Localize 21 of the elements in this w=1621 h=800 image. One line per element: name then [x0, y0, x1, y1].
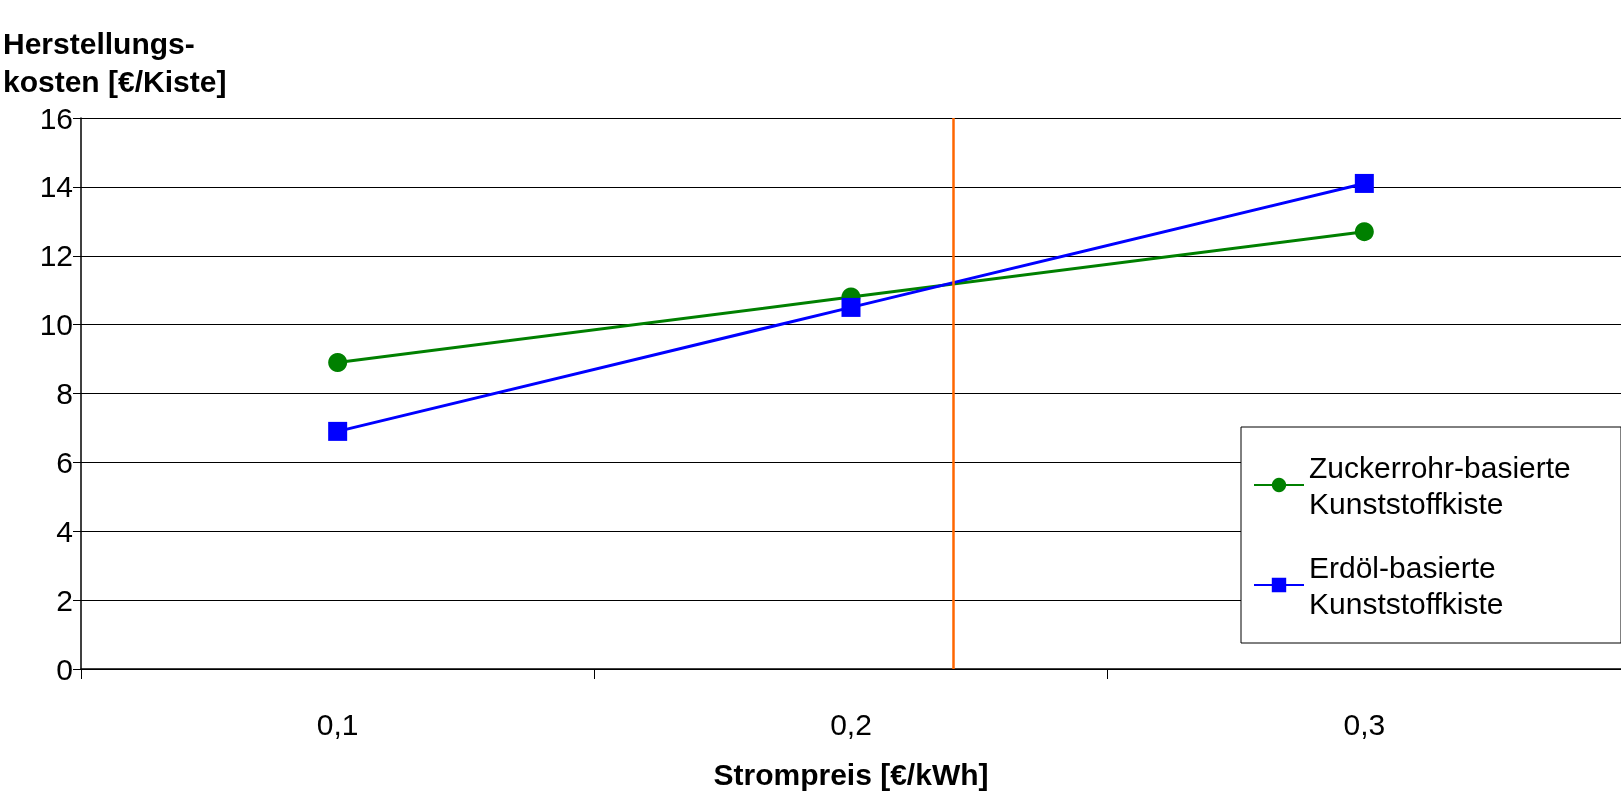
y-tick-label: 0	[56, 652, 73, 686]
point	[328, 421, 348, 441]
y-tick-label: 14	[39, 170, 73, 204]
point	[1354, 173, 1374, 193]
y-tick-label: 2	[56, 583, 73, 617]
y-tick-label: 4	[56, 514, 73, 548]
x-tick-label: 0,2	[830, 707, 872, 741]
y-tick-label: 10	[39, 308, 73, 342]
legend-label: Erdöl-basierte Kunststoffkiste	[1309, 550, 1505, 620]
y-tick-label: 6	[56, 445, 73, 479]
y-tick-label: 16	[39, 101, 73, 135]
y-tick-label: 8	[56, 377, 73, 410]
x-tick-label: 0,3	[1343, 707, 1386, 741]
point	[1354, 222, 1374, 242]
y-axis-title: Herstellungs- kosten [€/Kiste]	[3, 26, 227, 98]
legend-label: Zuckerrohr-basierte Kunststoffkiste	[1309, 450, 1580, 520]
y-tick-label: 12	[39, 239, 73, 273]
x-axis-title: Strompreis [€/kWh]	[713, 757, 989, 791]
x-tick-label: 0,1	[316, 707, 359, 741]
point	[328, 353, 348, 372]
point	[841, 297, 861, 317]
